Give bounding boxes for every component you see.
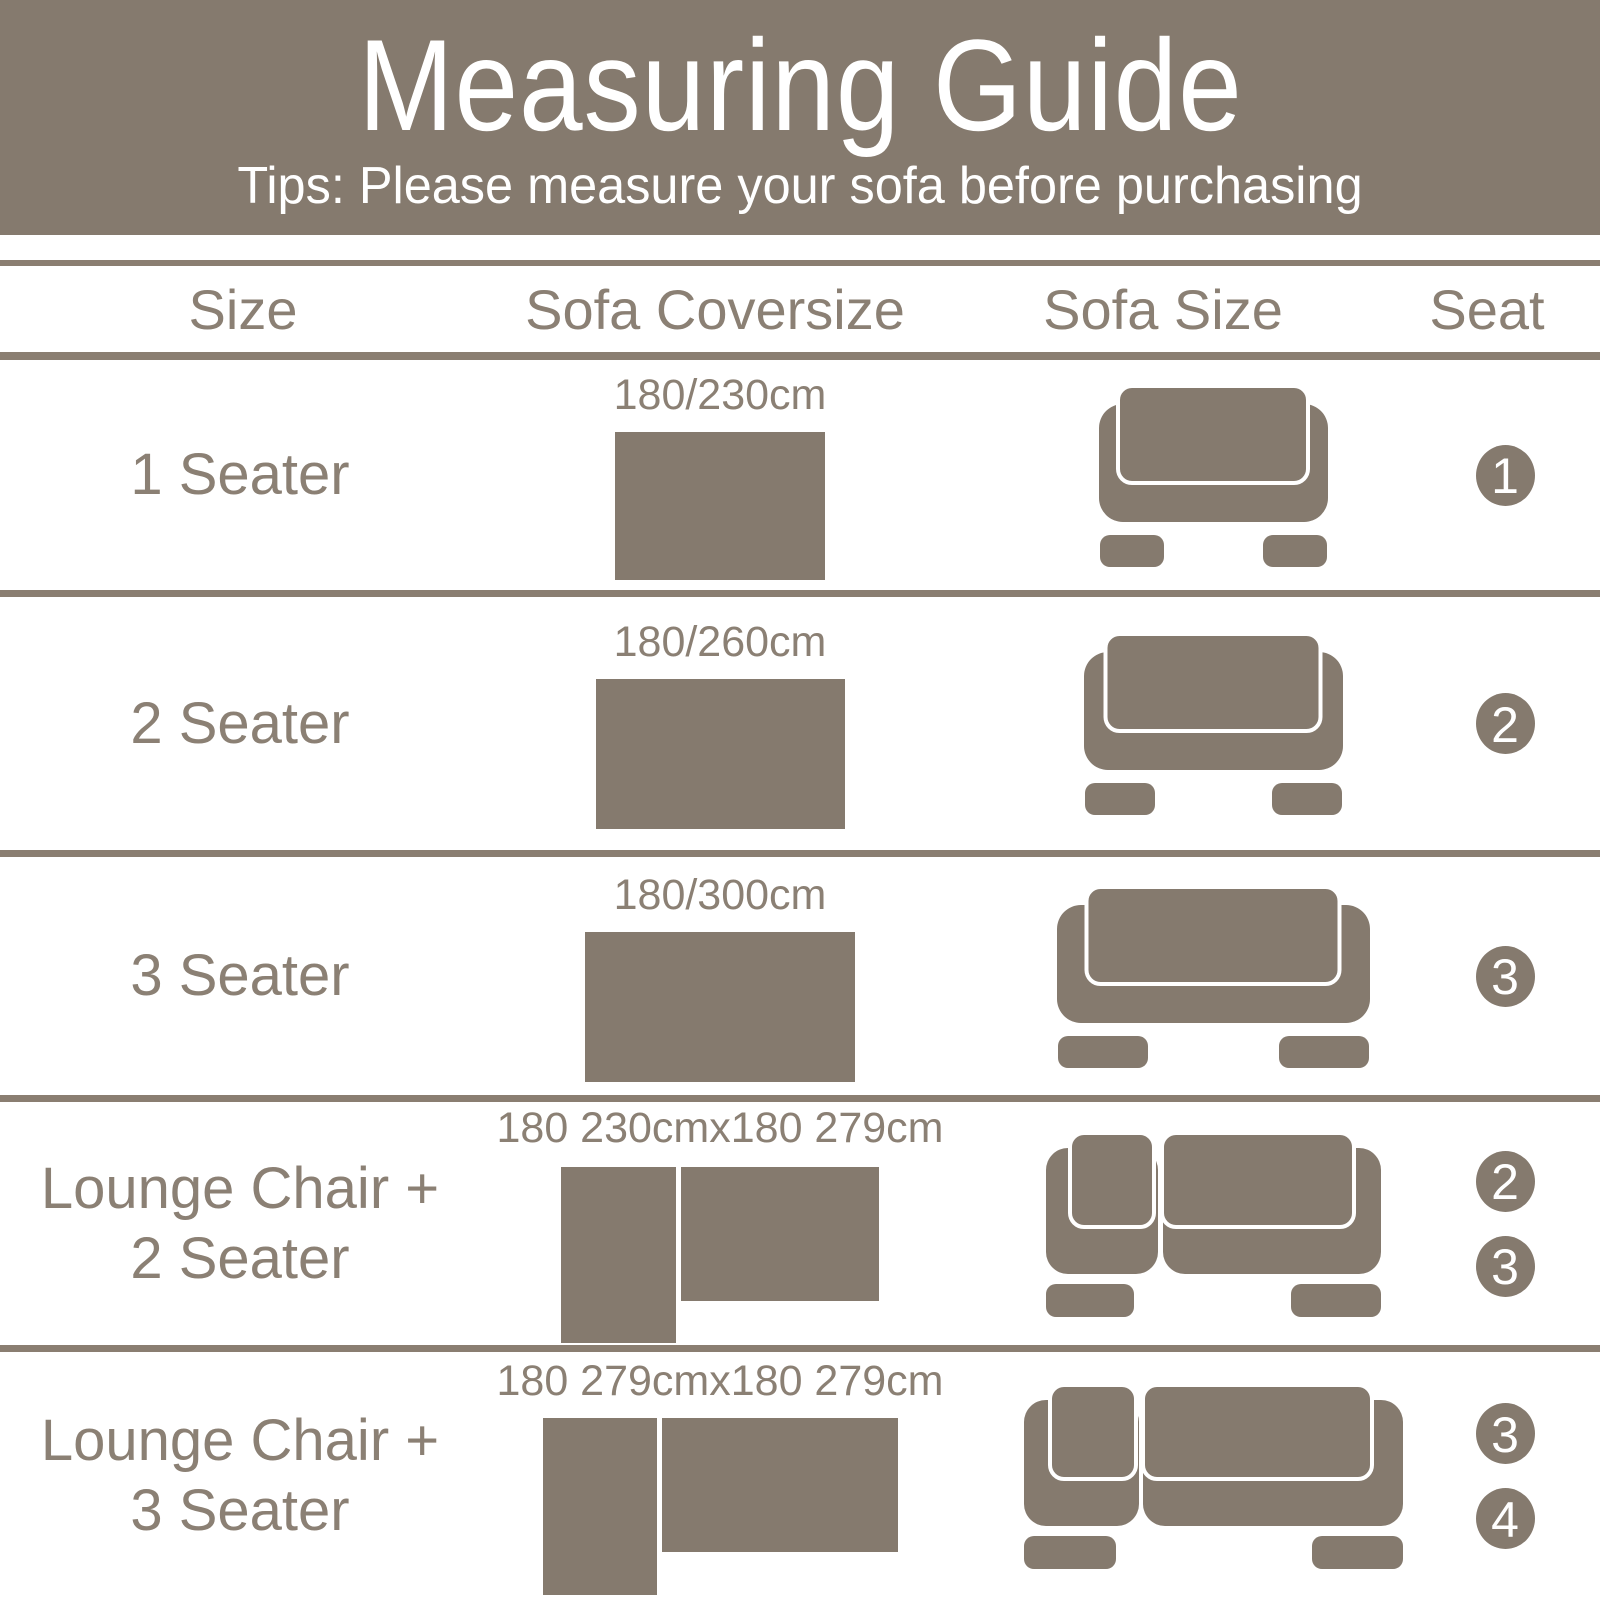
size-label: 1 Seater [130,442,350,508]
sofa-foot-left [1045,1283,1134,1317]
sofa-foot-right [1262,534,1327,567]
seat-cell: 1 [1410,444,1600,506]
table-row-lounge-2-seater: Lounge Chair + 2 Seater 180 230cmx180 27… [0,1102,1600,1345]
sofa-foot-left [1057,1035,1148,1068]
sofa-size-cell [978,383,1448,567]
seat-count-badge: 4 [1475,1488,1535,1549]
two-seater-sofa-icon [1083,632,1343,815]
coversize-cell: 180/230cm [465,371,975,580]
seat-count-badge: 2 [1475,1150,1535,1212]
column-header-coversize: Sofa Coversize [525,277,905,341]
seat-cell: 2 3 [1410,1150,1600,1297]
size-label: 2 Seater [130,690,350,756]
cover-rectangle [615,431,825,580]
sofa-foot-left [1099,534,1164,567]
header-banner: Measuring Guide Tips: Please measure you… [0,0,1600,235]
cover-rectangle [595,679,845,829]
one-seater-sofa-icon [1098,383,1328,567]
cover-rect-lounge [542,1418,657,1595]
cover-rect-sofa [681,1167,879,1301]
sofa-foot-left [1023,1536,1116,1569]
table-row-2-seater: 2 Seater 180/260cm 2 [0,597,1600,850]
divider [0,850,1600,857]
coversize-label: 180 279cmx180 279cm [496,1357,944,1405]
page-title: Measuring Guide [357,11,1243,158]
sofa-size-cell [978,1130,1448,1317]
cover-rect-lounge [561,1167,676,1343]
cover-rect-sofa [661,1418,898,1552]
spacer [0,235,1600,260]
coversize-cell: 180 279cmx180 279cm [465,1357,975,1595]
lounge-chair-plus-3-seater-sofa-icon [1023,1383,1403,1569]
coversize-cell: 180 230cmx180 279cm [465,1104,975,1343]
column-header-size: Size [188,277,298,341]
divider [0,352,1600,360]
size-label: 3 Seater [130,943,350,1009]
table-header-row: Size Sofa Coversize Sofa Size Seat [0,266,1600,352]
column-header-seat: Seat [1429,277,1545,341]
size-label: Lounge Chair + 3 Seater [41,1406,439,1545]
coversize-label: 180/230cm [613,370,827,419]
size-cell: Lounge Chair + 3 Seater [0,1406,439,1545]
sofa-foot-right [1278,1035,1369,1068]
table-row-3-seater: 3 Seater 180/300cm 3 [0,857,1600,1095]
seat-cell: 3 [1410,945,1600,1007]
size-label-line-2: 3 Seater [130,1478,350,1543]
seat-cell: 3 4 [1410,1403,1600,1549]
seat-count-badge: 3 [1475,1403,1535,1464]
seat-count-badge: 3 [1475,945,1535,1007]
size-label-line-1: Lounge Chair + [40,1155,440,1221]
sofa-foot-right [1290,1283,1381,1317]
seat-count-badge: 3 [1475,1235,1535,1297]
sofa-back-cushion-left [1067,1130,1156,1229]
sofa-size-cell [978,1383,1448,1569]
sofa-size-cell [978,632,1448,815]
lounge-chair-plus-2-seater-sofa-icon [1045,1130,1381,1317]
three-seater-sofa-icon [1056,884,1370,1068]
column-header-sofa-size: Sofa Size [1043,277,1283,341]
sofa-back-cushion-right [1140,1383,1374,1481]
table-row-lounge-3-seater: Lounge Chair + 3 Seater 180 279cmx180 27… [0,1352,1600,1600]
table-row-1-seater: 1 Seater 180/230cm 1 [0,360,1600,590]
divider [0,590,1600,597]
seat-count-badge: 2 [1475,693,1535,754]
size-cell: 2 Seater [0,689,430,759]
size-label-line-1: Lounge Chair + [40,1408,440,1474]
sofa-back-cushion-right [1159,1130,1356,1229]
size-label-line-2: 2 Seater [130,1225,350,1291]
divider [0,1095,1600,1102]
seat-cell: 2 [1410,693,1600,754]
coversize-label: 180/300cm [613,870,827,919]
seat-count-badge: 1 [1475,444,1535,506]
cover-l-shape [542,1418,898,1595]
divider [0,1345,1600,1352]
size-cell: 3 Seater [0,941,430,1011]
cover-rectangle [585,931,855,1082]
sofa-back-cushion [1084,884,1342,986]
sofa-back-cushion [1103,632,1323,733]
page-subtitle: Tips: Please measure your sofa before pu… [237,156,1363,215]
sofa-foot-right [1271,783,1342,815]
size-cell: 1 Seater [0,440,430,510]
coversize-label: 180/260cm [613,618,827,666]
sofa-back-cushion-left [1047,1383,1138,1481]
coversize-cell: 180/260cm [465,618,975,829]
sofa-foot-left [1084,783,1155,815]
size-label: Lounge Chair + 2 Seater [41,1154,439,1293]
size-cell: Lounge Chair + 2 Seater [0,1154,439,1293]
divider-top [0,260,1600,266]
coversize-cell: 180/300cm [465,871,975,1082]
sofa-back-cushion [1116,383,1310,485]
coversize-label: 180 230cmx180 279cm [496,1104,944,1152]
sofa-foot-right [1311,1536,1403,1569]
cover-l-shape [561,1167,879,1343]
sofa-size-cell [978,884,1448,1068]
